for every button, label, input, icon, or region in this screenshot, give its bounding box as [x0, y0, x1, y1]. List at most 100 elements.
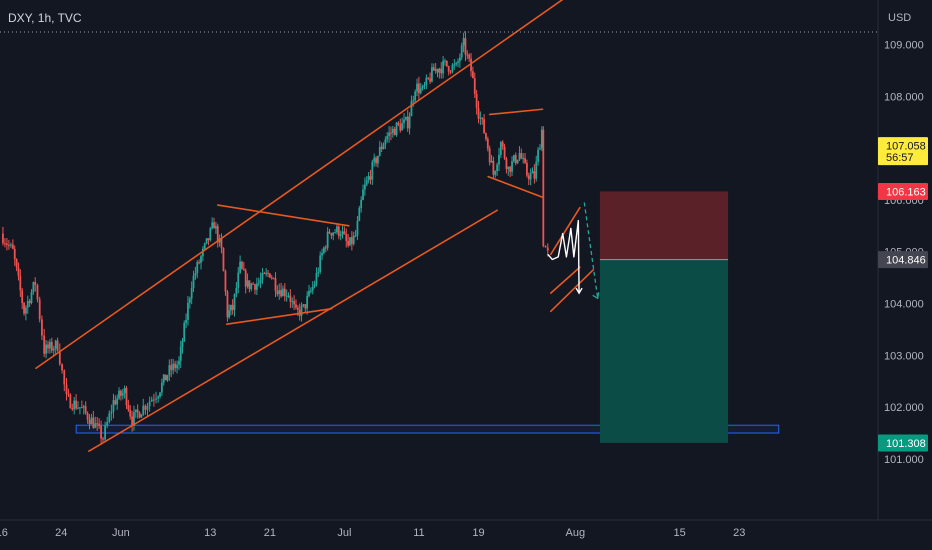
candle-body	[187, 302, 189, 320]
candle-body	[365, 180, 368, 185]
stop-loss-zone[interactable]	[599, 191, 729, 260]
candle-body	[444, 60, 446, 62]
time-tick-label: 24	[55, 527, 67, 539]
trend-line-channel-upper[interactable]	[35, 0, 572, 370]
candle-body	[425, 77, 428, 86]
candle-body	[67, 394, 70, 396]
candle-body	[421, 85, 424, 89]
candle-body	[419, 88, 422, 94]
candle-body	[432, 67, 435, 71]
candle-body	[360, 199, 363, 209]
trend-line-wedge-bottom[interactable]	[487, 175, 544, 199]
candle-body	[511, 161, 513, 172]
candle-body	[449, 71, 452, 73]
candle-body	[52, 348, 55, 351]
candle-body	[397, 122, 400, 125]
candle-body	[90, 417, 93, 425]
candle-body	[79, 407, 81, 409]
candle-body	[462, 38, 465, 46]
candle-body	[492, 160, 495, 175]
badge-value: 104.846	[886, 255, 926, 267]
candle-body	[73, 400, 76, 410]
candle-body	[460, 45, 463, 58]
candle-body	[170, 365, 173, 371]
candle-body	[293, 301, 296, 305]
candle-body	[440, 68, 443, 74]
candle-body	[45, 344, 47, 354]
candle-body	[162, 374, 165, 383]
candle-body	[315, 272, 318, 285]
candle-body	[166, 375, 169, 381]
candle-body	[539, 148, 541, 150]
candle-body	[211, 222, 214, 229]
candle-body	[207, 238, 210, 241]
candle-body	[512, 155, 515, 162]
candle-body	[30, 292, 33, 303]
candle-body	[384, 139, 387, 145]
candle-body	[21, 290, 24, 304]
candle-body	[157, 396, 160, 399]
candle-body	[255, 283, 258, 290]
trend-line-rise-lower[interactable]	[549, 269, 595, 313]
badge-background	[878, 137, 928, 166]
candle-body	[82, 406, 85, 408]
candle-body	[121, 392, 124, 396]
candle-body	[112, 400, 115, 412]
candle-body	[483, 119, 485, 134]
candle-body	[71, 408, 74, 410]
trend-line-flag-top[interactable]	[216, 204, 350, 227]
candle-body	[391, 128, 394, 134]
candle-body	[477, 107, 480, 119]
candle-body	[77, 407, 79, 409]
candle-body	[445, 60, 448, 67]
candle-body	[289, 295, 292, 302]
time-tick-label: Aug	[566, 527, 586, 539]
time-tick-label: 19	[472, 527, 484, 539]
candle-body	[442, 60, 445, 74]
candle-body	[470, 58, 472, 72]
candle-body	[201, 248, 204, 257]
trend-line-rise-mid[interactable]	[549, 266, 581, 294]
trend-line-flag-bottom[interactable]	[225, 307, 333, 326]
candle-body	[69, 394, 72, 409]
take-profit-zone[interactable]	[599, 259, 729, 443]
projected-path[interactable]	[547, 219, 580, 294]
candle-body	[216, 226, 219, 243]
candle-body	[285, 295, 288, 297]
candle-body	[133, 412, 135, 426]
trend-line-rise-upper[interactable]	[549, 206, 581, 256]
candle-body	[356, 220, 359, 236]
candle-body	[319, 255, 322, 272]
candle-body	[231, 304, 234, 310]
candle-body	[242, 268, 245, 271]
candle-body	[220, 238, 223, 248]
candle-body	[63, 370, 66, 385]
candle-body	[496, 164, 499, 172]
target-arrow[interactable]	[583, 202, 599, 299]
candle-body	[142, 405, 145, 415]
candle-body	[88, 419, 91, 425]
candle-body	[343, 231, 346, 234]
candle-body	[321, 252, 323, 256]
price-badge-stop-level: 106.163	[878, 182, 928, 200]
candle-body	[131, 416, 133, 426]
candle-body	[241, 261, 243, 269]
projected-path-arrowhead	[575, 287, 583, 295]
candle-body	[9, 244, 12, 246]
time-tick-label: 21	[264, 527, 276, 539]
candle-body	[423, 85, 426, 87]
trend-line-wedge-top[interactable]	[488, 108, 544, 116]
trend-line-channel-lower[interactable]	[88, 209, 498, 452]
candle-body	[148, 401, 151, 407]
candle-body	[11, 244, 14, 249]
badge-background	[878, 182, 928, 200]
candle-body	[50, 341, 53, 351]
candle-body	[209, 228, 212, 241]
candle-body	[19, 275, 22, 291]
candle-body	[412, 100, 415, 102]
candle-body	[386, 135, 389, 140]
candle-body	[349, 237, 351, 246]
candle-body	[150, 399, 153, 402]
candle-body	[196, 262, 199, 274]
